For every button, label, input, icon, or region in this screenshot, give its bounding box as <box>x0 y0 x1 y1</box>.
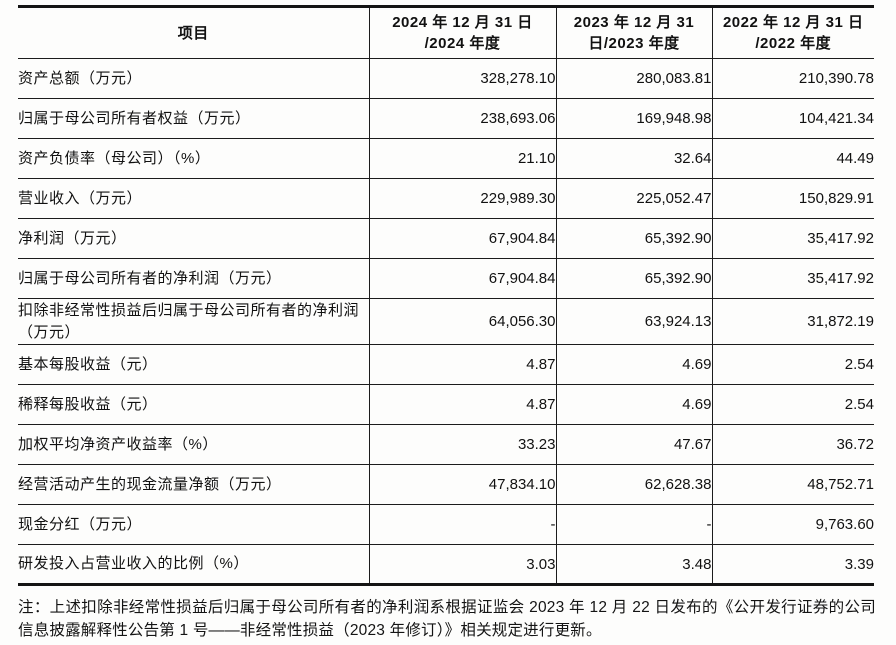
header-item-label: 项目 <box>177 24 209 42</box>
table-row: 资产负债率（母公司）（%） 21.10 32.64 44.49 <box>18 138 874 179</box>
row-label: 营业收入（万元） <box>18 178 369 219</box>
value-2022: 35,417.92 <box>711 258 874 299</box>
value-2023: 4.69 <box>555 384 712 425</box>
value-2022: 9,763.60 <box>711 504 874 545</box>
value-2023: 3.48 <box>555 544 712 585</box>
value-2023: 32.64 <box>555 138 712 179</box>
value-2022: 3.39 <box>711 544 874 585</box>
value-2023: 65,392.90 <box>555 218 712 259</box>
row-label: 扣除非经常性损益后归属于母公司所有者的净利润（万元） <box>18 298 369 345</box>
value-2024: 4.87 <box>368 384 556 425</box>
value-2024: 67,904.84 <box>368 258 556 299</box>
value-2022: 150,829.91 <box>711 178 874 219</box>
table-row: 归属于母公司所有者权益（万元） 238,693.06 169,948.98 10… <box>18 98 874 139</box>
value-2024: - <box>368 504 556 545</box>
value-2024: 238,693.06 <box>368 98 556 139</box>
table-row: 加权平均净资产收益率（%） 33.23 47.67 36.72 <box>18 424 874 465</box>
value-2024: 3.03 <box>368 544 556 585</box>
table-header-row: 项目 2024 年 12 月 31 日 /2024 年度 2023 年 12 月… <box>18 6 874 59</box>
table-row: 现金分红（万元） - - 9,763.60 <box>18 504 874 545</box>
table-row: 净利润（万元） 67,904.84 65,392.90 35,417.92 <box>18 218 874 259</box>
value-2023: 225,052.47 <box>555 178 712 219</box>
table-row: 资产总额（万元） 328,278.10 280,083.81 210,390.7… <box>18 58 874 99</box>
value-2023: 65,392.90 <box>555 258 712 299</box>
value-2024: 47,834.10 <box>368 464 556 505</box>
footnote: 注：上述扣除非经常性损益后归属于母公司所有者的净利润系根据证监会 2023 年 … <box>18 599 876 640</box>
value-2024: 328,278.10 <box>368 58 556 99</box>
header-col-2022: 2022 年 12 月 31 日 /2022 年度 <box>711 6 874 59</box>
value-2023: 169,948.98 <box>555 98 712 139</box>
table-row: 营业收入（万元） 229,989.30 225,052.47 150,829.9… <box>18 178 874 219</box>
row-label: 现金分红（万元） <box>18 504 369 545</box>
row-label: 归属于母公司所有者权益（万元） <box>18 98 369 139</box>
row-label: 资产总额（万元） <box>18 58 369 99</box>
table-row: 扣除非经常性损益后归属于母公司所有者的净利润（万元） 64,056.30 63,… <box>18 298 874 345</box>
row-label: 净利润（万元） <box>18 218 369 259</box>
table-row: 基本每股收益（元） 4.87 4.69 2.54 <box>18 344 874 385</box>
table-row: 经营活动产生的现金流量净额（万元） 47,834.10 62,628.38 48… <box>18 464 874 505</box>
value-2022: 210,390.78 <box>711 58 874 99</box>
row-label: 研发投入占营业收入的比例（%） <box>18 544 369 585</box>
row-label: 经营活动产生的现金流量净额（万元） <box>18 464 369 505</box>
value-2024: 229,989.30 <box>368 178 556 219</box>
value-2023: 63,924.13 <box>555 298 712 345</box>
value-2023: 4.69 <box>555 344 712 385</box>
value-2022: 35,417.92 <box>711 218 874 259</box>
header-col-2024: 2024 年 12 月 31 日 /2024 年度 <box>368 6 556 59</box>
value-2023: 47.67 <box>555 424 712 465</box>
row-label: 基本每股收益（元） <box>18 344 369 385</box>
table-row: 研发投入占营业收入的比例（%） 3.03 3.48 3.39 <box>18 544 874 585</box>
value-2023: - <box>555 504 712 545</box>
value-2024: 4.87 <box>368 344 556 385</box>
row-label: 加权平均净资产收益率（%） <box>18 424 369 465</box>
value-2024: 64,056.30 <box>368 298 556 345</box>
value-2022: 48,752.71 <box>711 464 874 505</box>
value-2024: 21.10 <box>368 138 556 179</box>
value-2022: 44.49 <box>711 138 874 179</box>
row-label: 归属于母公司所有者的净利润（万元） <box>18 258 369 299</box>
value-2023: 62,628.38 <box>555 464 712 505</box>
value-2024: 67,904.84 <box>368 218 556 259</box>
value-2022: 104,421.34 <box>711 98 874 139</box>
value-2022: 2.54 <box>711 384 874 425</box>
value-2022: 36.72 <box>711 424 874 465</box>
value-2022: 2.54 <box>711 344 874 385</box>
row-label: 资产负债率（母公司）（%） <box>18 138 369 179</box>
table-row: 稀释每股收益（元） 4.87 4.69 2.54 <box>18 384 874 425</box>
header-col-2023: 2023 年 12 月 31 日/2023 年度 <box>555 6 712 59</box>
value-2023: 280,083.81 <box>555 58 712 99</box>
header-item: 项目 <box>18 6 369 59</box>
value-2024: 33.23 <box>368 424 556 465</box>
table-row: 归属于母公司所有者的净利润（万元） 67,904.84 65,392.90 35… <box>18 258 874 299</box>
value-2022: 31,872.19 <box>711 298 874 345</box>
financial-summary-table: 项目 2024 年 12 月 31 日 /2024 年度 2023 年 12 月… <box>18 5 874 586</box>
row-label: 稀释每股收益（元） <box>18 384 369 425</box>
